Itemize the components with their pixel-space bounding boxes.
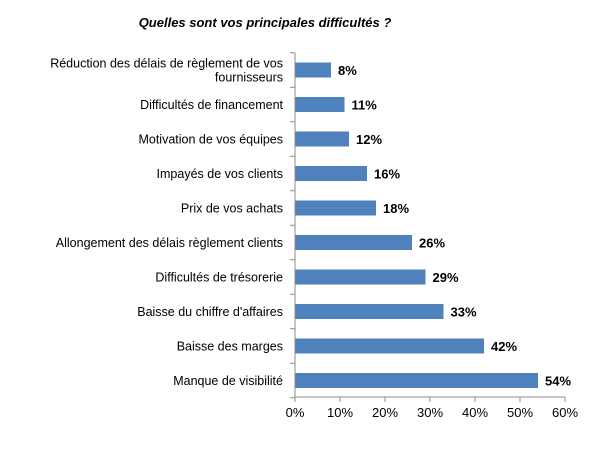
data-label-1: 8%	[338, 63, 357, 78]
category-label-2: Difficultés de financement	[140, 98, 283, 112]
data-label-8: 33%	[451, 305, 477, 320]
category-label-line: Baisse du chiffre d'affaires	[137, 305, 283, 319]
category-label-line: Allongement des délais règlement clients	[56, 236, 283, 250]
x-tick-label-3: 30%	[417, 405, 443, 420]
data-label-4: 16%	[374, 167, 400, 182]
category-label-7: Difficultés de trésorerie	[155, 271, 283, 285]
category-label-6: Allongement des délais règlement clients	[56, 236, 283, 250]
bar-3	[295, 131, 349, 147]
x-tick-label-0: 0%	[286, 405, 305, 420]
data-label-7: 29%	[433, 270, 459, 285]
category-label-8: Baisse du chiffre d'affaires	[137, 305, 283, 319]
bar-6	[295, 235, 412, 250]
category-label-4: Impayés de vos clients	[157, 167, 283, 181]
chart-title: Quelles sont vos principales difficultés…	[138, 15, 392, 30]
bar-7	[295, 269, 426, 285]
category-label-9: Baisse des marges	[177, 340, 283, 354]
bar-9	[295, 338, 484, 354]
bar-8	[295, 304, 444, 319]
data-label-9: 42%	[491, 339, 517, 354]
category-label-3: Motivation de vos équipes	[138, 133, 283, 147]
x-tick-label-2: 20%	[372, 405, 398, 420]
x-tick-label-4: 40%	[462, 405, 488, 420]
bar-2	[295, 97, 345, 112]
bar-10	[295, 373, 538, 388]
category-label-line: Baisse des marges	[177, 340, 283, 354]
data-label-10: 54%	[545, 374, 571, 389]
category-label-line: Prix de vos achats	[181, 202, 283, 216]
category-label-10: Manque de visibilité	[173, 374, 283, 388]
x-tick-label-6: 60%	[552, 405, 578, 420]
category-label-line: fournisseurs	[215, 71, 283, 85]
bar-1	[295, 62, 331, 78]
category-label-line: Motivation de vos équipes	[138, 133, 283, 147]
category-label-line: Difficultés de financement	[140, 98, 283, 112]
data-label-5: 18%	[383, 201, 409, 216]
bars-layer	[295, 62, 538, 388]
x-tick-label-5: 50%	[507, 405, 533, 420]
x-tick-label-1: 10%	[327, 405, 353, 420]
data-label-3: 12%	[356, 132, 382, 147]
data-label-6: 26%	[419, 236, 445, 251]
axis-layer	[290, 52, 566, 402]
bar-4	[295, 166, 367, 181]
category-label-line: Manque de visibilité	[173, 374, 283, 388]
data-label-2: 11%	[352, 98, 378, 113]
bar-5	[295, 200, 376, 216]
category-label-line: Réduction des délais de règlement de vos	[50, 57, 283, 71]
category-label-line: Impayés de vos clients	[157, 167, 283, 181]
category-label-line: Difficultés de trésorerie	[155, 271, 283, 285]
category-label-1: Réduction des délais de règlement de vos…	[50, 57, 283, 85]
category-label-5: Prix de vos achats	[181, 202, 283, 216]
labels-layer: 8% Réduction des délais de règlement de v…	[50, 57, 578, 421]
